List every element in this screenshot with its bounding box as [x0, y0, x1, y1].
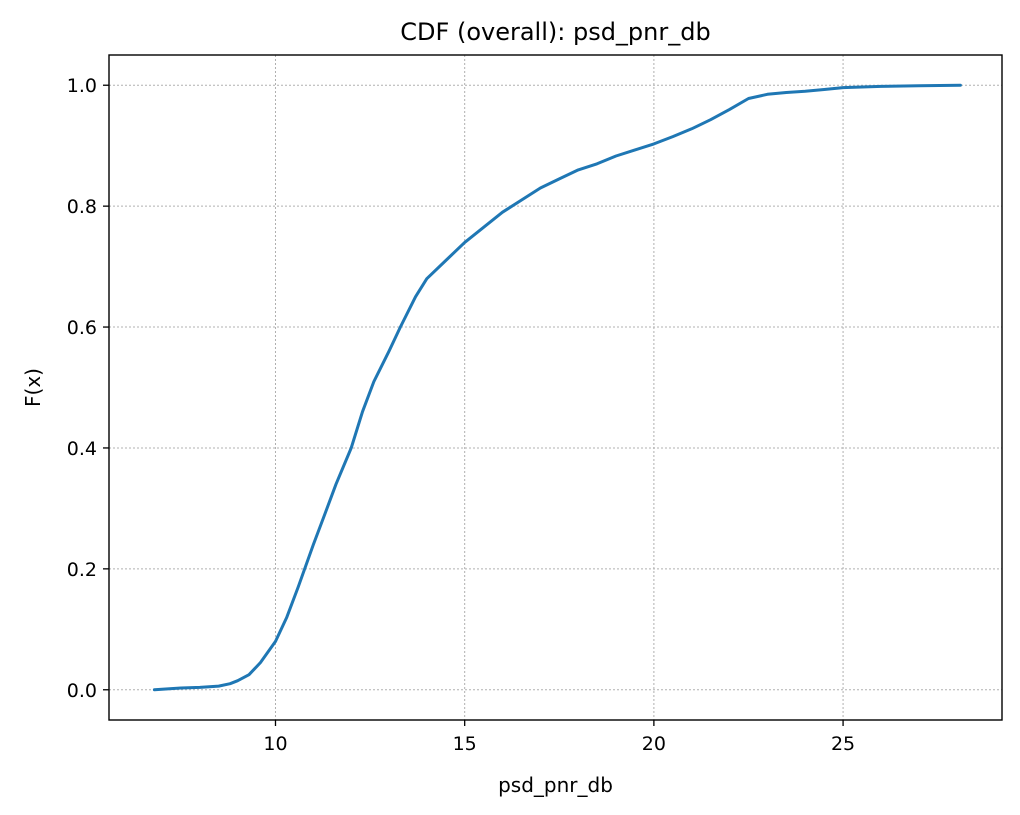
y-tick-label: 0.4: [67, 438, 97, 460]
plot-frame: [108, 54, 1003, 721]
x-tick-label: 25: [831, 733, 855, 755]
cdf-series-line: [152, 83, 962, 692]
y-tick-label: 1.0: [67, 75, 97, 97]
x-tick-label: 10: [263, 733, 287, 755]
y-tick-label: 0.8: [67, 196, 97, 218]
x-axis-label: psd_pnr_db: [498, 773, 613, 797]
series-layer: [152, 83, 962, 692]
y-tick-label: 0.6: [67, 317, 97, 339]
y-tick-label: 0.0: [67, 680, 97, 702]
chart-title: CDF (overall): psd_pnr_db: [400, 18, 710, 46]
y-axis-label: F(x): [21, 368, 45, 407]
axis-ticks: 10 15 20 25 0.0 0.2 0.4 0.6 0.8 1.0: [67, 75, 855, 755]
x-tick-label: 15: [453, 733, 477, 755]
grid: [109, 55, 1002, 720]
x-tick-label: 20: [642, 733, 666, 755]
y-tick-label: 0.2: [67, 559, 97, 581]
